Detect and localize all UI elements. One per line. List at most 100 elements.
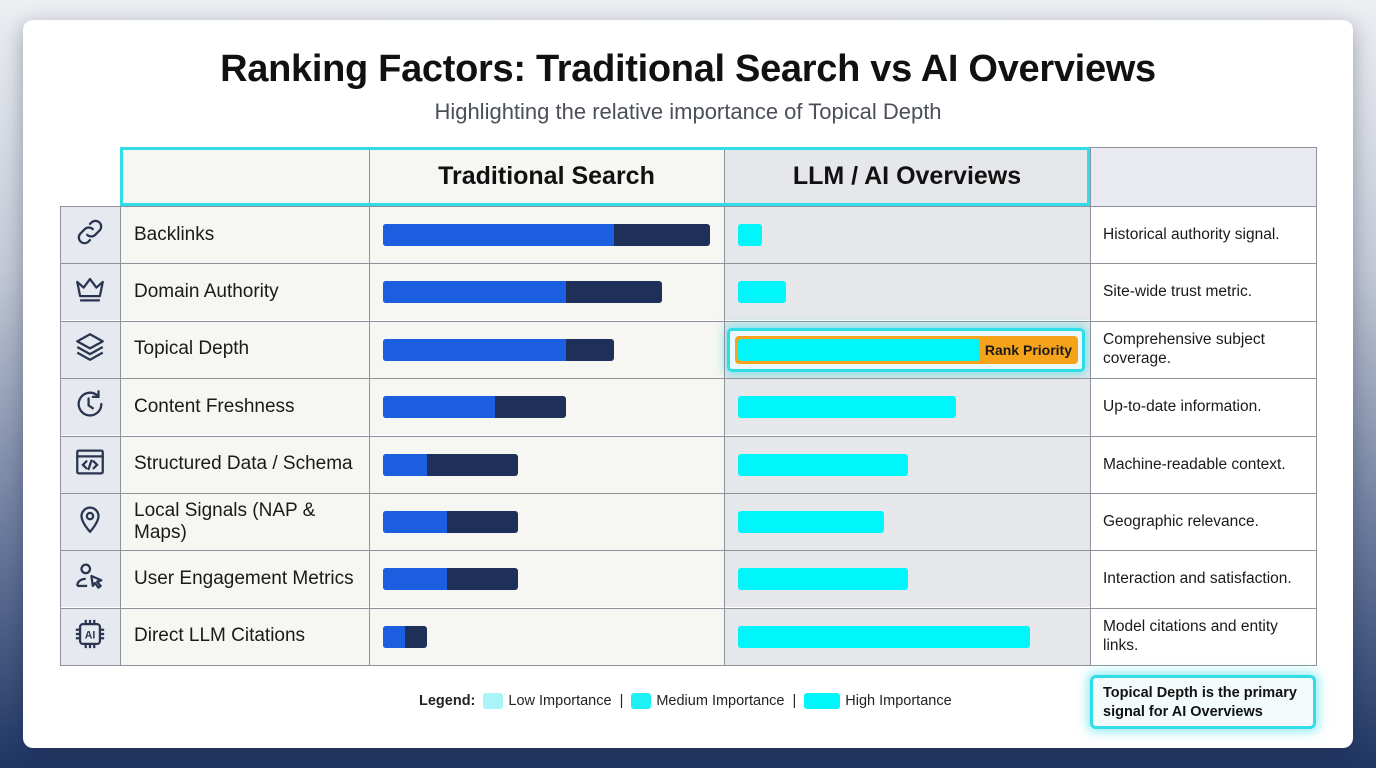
header-factor — [120, 147, 369, 206]
llm-bar — [738, 453, 908, 476]
factor-name: Local Signals (NAP & Maps) — [120, 493, 369, 550]
traditional-bar-segment — [383, 453, 427, 476]
header-llm-ai-overviews: LLM / AI Overviews — [724, 147, 1090, 206]
traditional-cell — [369, 378, 724, 436]
legend-separator: | — [792, 693, 797, 709]
rank-priority-bar: Rank Priority — [735, 335, 1078, 364]
factor-note: Site-wide trust metric. — [1090, 263, 1317, 321]
grid-line — [724, 147, 725, 666]
factor-note: Historical authority signal. — [1090, 206, 1317, 263]
legend-swatch-low — [483, 693, 504, 709]
grid-line — [1090, 147, 1091, 666]
grid-line — [60, 206, 1317, 207]
llm-bar — [738, 625, 1030, 648]
llm-bar — [738, 396, 956, 419]
rank-priority-label: Rank Priority — [984, 341, 1072, 358]
traditional-bar — [383, 625, 427, 648]
traditional-bar-segment — [383, 338, 566, 361]
legend-label: Legend: — [419, 693, 476, 709]
map-pin-icon — [73, 502, 107, 541]
table-row: User Engagement Metrics Interaction and … — [60, 550, 1317, 608]
table-row: Local Signals (NAP & Maps) Geographic re… — [60, 493, 1317, 550]
header-notes — [1090, 147, 1317, 206]
llm-bar — [738, 338, 980, 361]
factor-note: Machine-readable context. — [1090, 435, 1317, 493]
grid-line — [60, 206, 61, 666]
factor-name: User Engagement Metrics — [120, 550, 369, 608]
traditional-bar — [383, 396, 566, 419]
table-row: Topical Depth Rank Priority Comprehensiv… — [60, 320, 1317, 378]
factor-note: Up-to-date information. — [1090, 378, 1317, 436]
table-row: Domain Authority Site-wide trust metric. — [60, 263, 1317, 321]
grid-line — [60, 321, 1317, 322]
traditional-bar — [383, 281, 662, 304]
table-row: Content Freshness Up-to-date information… — [60, 378, 1317, 436]
traditional-cell — [369, 263, 724, 321]
traditional-bar-segment — [383, 281, 566, 304]
icon-cell — [60, 320, 120, 378]
grid-line — [60, 378, 1317, 379]
grid-line — [60, 263, 1317, 264]
table-row: Backlinks Historical authority signal. — [60, 206, 1317, 263]
grid-line — [60, 436, 1317, 437]
icon-cell — [60, 493, 120, 550]
rank-priority-highlight: Rank Priority — [727, 327, 1085, 372]
icon-cell — [60, 206, 120, 263]
table-row: AI Direct LLM Citations Model citations … — [60, 607, 1317, 665]
page-title: Ranking Factors: Traditional Search vs A… — [220, 48, 1156, 90]
user-cursor-icon — [73, 559, 107, 598]
legend-item-high: High Importance — [845, 693, 952, 709]
legend-swatch-medium — [631, 693, 652, 709]
traditional-bar — [383, 338, 614, 361]
factor-name: Content Freshness — [120, 378, 369, 436]
factor-note: Geographic relevance. — [1090, 493, 1317, 550]
header-traditional-search: Traditional Search — [369, 147, 724, 206]
llm-bar — [738, 224, 762, 246]
factor-name: Domain Authority — [120, 263, 369, 321]
traditional-bar-segment — [383, 625, 405, 648]
llm-cell — [724, 493, 1090, 550]
factor-note: Model citations and entity links. — [1090, 607, 1317, 665]
icon-cell: AI — [60, 607, 120, 665]
traditional-cell — [369, 435, 724, 493]
traditional-bar — [383, 511, 518, 533]
traditional-bar — [383, 224, 710, 246]
traditional-cell — [369, 550, 724, 608]
legend-item-low: Low Importance — [508, 693, 612, 709]
grid-line — [60, 550, 1317, 551]
llm-cell: Rank Priority — [724, 320, 1090, 378]
icon-cell — [60, 435, 120, 493]
legend-swatch-high — [804, 693, 841, 709]
llm-cell — [724, 550, 1090, 608]
factor-name: Backlinks — [120, 206, 369, 263]
grid-line — [60, 608, 1317, 609]
icon-cell — [60, 378, 120, 436]
traditional-cell — [369, 607, 724, 665]
factor-note: Interaction and satisfaction. — [1090, 550, 1317, 608]
link-icon — [73, 215, 107, 254]
grid-line — [1316, 147, 1317, 666]
code-window-icon — [73, 445, 107, 484]
traditional-cell — [369, 206, 724, 263]
crown-icon — [73, 272, 107, 311]
llm-bar — [738, 281, 786, 304]
factor-name: Structured Data / Schema — [120, 435, 369, 493]
traditional-bar-segment — [383, 224, 614, 246]
traditional-bar-segment — [383, 511, 447, 533]
llm-cell — [724, 435, 1090, 493]
icon-cell — [60, 550, 120, 608]
layers-icon — [73, 330, 107, 369]
llm-cell — [724, 607, 1090, 665]
clock-refresh-icon — [73, 387, 107, 426]
icon-cell — [60, 263, 120, 321]
llm-bar — [738, 511, 884, 533]
traditional-cell — [369, 320, 724, 378]
traditional-bar — [383, 453, 518, 476]
llm-bar — [738, 568, 908, 591]
traditional-bar — [383, 568, 518, 591]
legend-item-medium: Medium Importance — [656, 693, 785, 709]
table-row: Structured Data / Schema Machine-readabl… — [60, 435, 1317, 493]
grid-line — [60, 493, 1317, 494]
llm-cell — [724, 263, 1090, 321]
legend: Legend: Low Importance | Medium Importan… — [419, 693, 952, 709]
